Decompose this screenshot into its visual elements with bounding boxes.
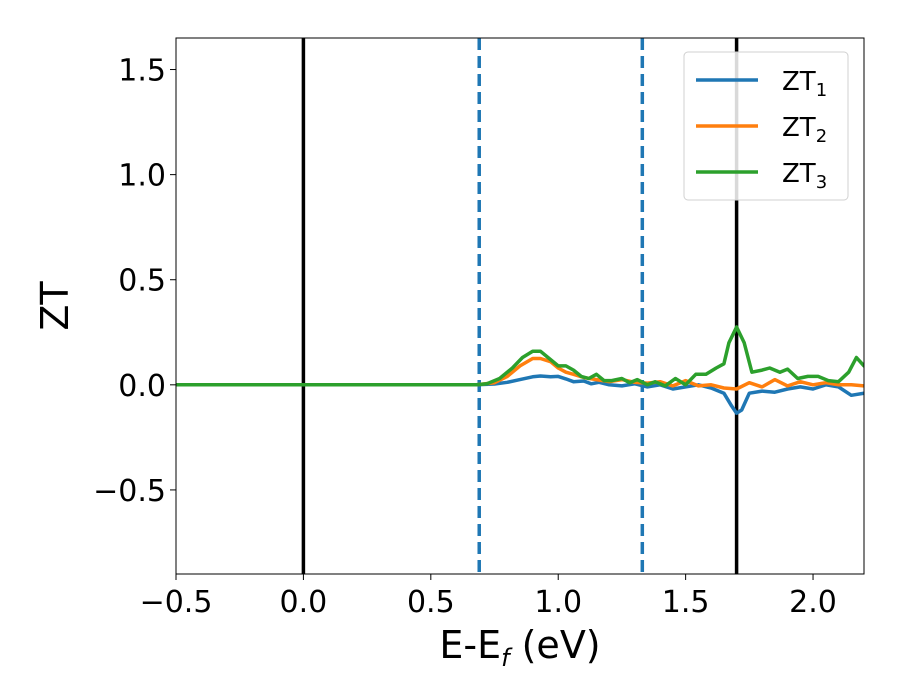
legend-label-zt2: ZT2 xyxy=(782,113,827,147)
legend-label-zt1: ZT1 xyxy=(782,67,827,101)
series-line-zt1 xyxy=(176,374,864,415)
series-line-zt3 xyxy=(176,325,864,388)
x-axis-label: E-Ef (eV) xyxy=(439,623,600,672)
x-tick-label: 1.5 xyxy=(662,585,710,620)
x-tick-label: 0.0 xyxy=(280,585,328,620)
y-tick-label: 1.0 xyxy=(118,159,166,194)
x-axis-ticks: −0.5 0.0 0.5 1.0 1.5 2.0 xyxy=(140,574,837,620)
y-tick-label: 1.5 xyxy=(118,54,166,89)
x-tick-label: 1.0 xyxy=(534,585,582,620)
vertical-reference-lines xyxy=(301,38,739,574)
y-tick-label: −0.5 xyxy=(93,474,166,509)
x-axis-label-main: E-E xyxy=(439,623,501,667)
data-series xyxy=(176,325,864,415)
y-axis-ticks: −0.5 0.0 0.5 1.0 1.5 xyxy=(93,54,176,509)
x-tick-label: 0.5 xyxy=(407,585,455,620)
legend-label-zt3: ZT3 xyxy=(782,159,827,193)
legend-box xyxy=(683,51,849,201)
y-tick-label: 0.5 xyxy=(118,264,166,299)
legend: ZT1 ZT2 ZT3 xyxy=(683,51,849,201)
x-axis-label-unit: (eV) xyxy=(510,623,601,667)
x-tick-label: 2.0 xyxy=(789,585,837,620)
y-tick-label: 0.0 xyxy=(118,369,166,404)
x-tick-label: −0.5 xyxy=(140,585,213,620)
y-axis-label: ZT xyxy=(33,281,77,331)
axes-frame xyxy=(175,37,865,575)
